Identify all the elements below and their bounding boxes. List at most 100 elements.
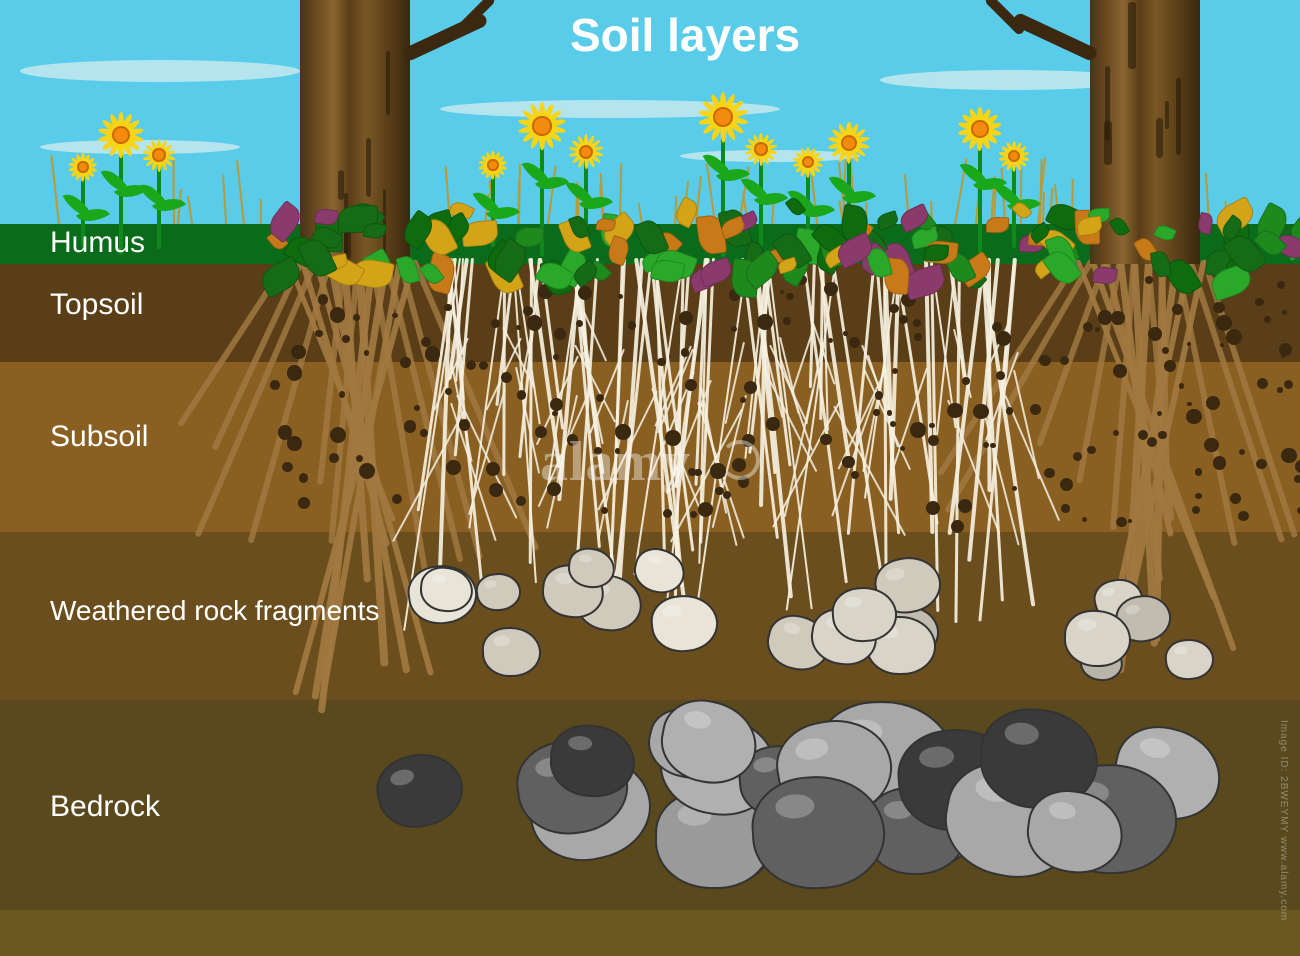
flower xyxy=(480,152,506,178)
flower-center xyxy=(713,107,733,127)
rock-highlight xyxy=(662,604,682,617)
soil-speckle xyxy=(298,497,310,509)
rock-highlight xyxy=(775,794,815,820)
soil-speckle xyxy=(282,462,292,472)
flower xyxy=(830,124,868,162)
soil-speckle xyxy=(1179,383,1184,388)
rock-highlight xyxy=(843,597,862,609)
soil-speckle xyxy=(527,315,542,330)
rock-highlight xyxy=(782,621,802,636)
soil-speckle xyxy=(990,443,995,448)
soil-speckle xyxy=(425,346,441,362)
soil-speckle xyxy=(766,417,780,431)
soil-speckle xyxy=(318,294,329,305)
rock-highlight xyxy=(683,708,713,730)
flower xyxy=(144,140,174,170)
soil-speckle xyxy=(270,380,280,390)
soil-speckle xyxy=(339,391,346,398)
soil-speckle xyxy=(723,491,731,499)
soil-speckle xyxy=(1095,327,1099,331)
soil-speckle xyxy=(329,453,339,463)
rock-highlight xyxy=(646,553,662,565)
flower-cluster-1 xyxy=(520,224,521,225)
flower xyxy=(746,134,776,164)
soil-speckle xyxy=(342,335,350,343)
label-weathered: Weathered rock fragments xyxy=(50,595,379,627)
soil-speckle xyxy=(517,390,526,399)
flower xyxy=(960,109,1000,149)
soil-speckle xyxy=(929,423,934,428)
soil-speckle xyxy=(489,483,503,497)
soil-speckle xyxy=(947,403,962,418)
rock-highlight xyxy=(1124,604,1141,616)
flower-cluster-4 xyxy=(960,224,961,225)
soil-speckle xyxy=(951,520,964,533)
soil-speckle xyxy=(744,381,757,394)
soil-speckle xyxy=(820,434,831,445)
layer-base xyxy=(0,910,1300,956)
soil-speckle xyxy=(1264,316,1271,323)
rock-highlight xyxy=(578,554,592,563)
rock-highlight xyxy=(494,636,511,647)
soil-speckle xyxy=(1145,276,1153,284)
soil-speckle xyxy=(578,286,592,300)
soil-speckle xyxy=(873,409,880,416)
soil-speckle xyxy=(757,314,773,330)
soil-speckle xyxy=(875,391,883,399)
soil-speckle xyxy=(679,311,693,325)
soil-speckle xyxy=(1186,409,1201,424)
soil-speckle xyxy=(1213,456,1226,469)
diagram-title: Soil layers xyxy=(570,8,800,62)
soil-speckle xyxy=(843,331,848,336)
soil-speckle xyxy=(523,306,533,316)
rock-highlight xyxy=(753,756,778,773)
bark-stripe xyxy=(1104,121,1112,165)
watermark-swirl-icon xyxy=(720,440,760,480)
soil-speckle xyxy=(890,421,896,427)
cloud-0 xyxy=(20,60,300,82)
flower xyxy=(520,104,564,148)
soil-speckle xyxy=(364,350,369,355)
soil-speckle xyxy=(996,371,1005,380)
bark-stripe xyxy=(366,138,370,197)
bark-stripe xyxy=(386,51,390,115)
soil-speckle xyxy=(330,427,346,443)
label-bedrock: Bedrock xyxy=(50,790,160,824)
soil-speckle xyxy=(1158,431,1166,439)
flower-center xyxy=(487,159,498,170)
soil-speckle xyxy=(1187,402,1191,406)
soil-speckle xyxy=(1172,304,1183,315)
tree-1 xyxy=(1090,0,1200,264)
soil-speckle xyxy=(421,337,431,347)
soil-speckle xyxy=(1164,360,1176,372)
soil-speckle xyxy=(1195,468,1203,476)
soil-speckle xyxy=(291,345,305,359)
soil-speckle xyxy=(1277,387,1282,392)
soil-speckle xyxy=(1147,437,1157,447)
soil-speckle xyxy=(1111,311,1124,324)
soil-speckle xyxy=(446,460,461,475)
rock-highlight xyxy=(484,580,497,589)
soil-speckle xyxy=(681,348,689,356)
rock-highlight xyxy=(432,573,447,583)
rock-highlight xyxy=(885,567,906,582)
soil-speckle xyxy=(1255,298,1263,306)
soil-speckle xyxy=(657,358,665,366)
bark-stripe xyxy=(1176,78,1181,155)
watermark-id: Image ID: 2BWEYMY www.alamy.com xyxy=(1278,720,1289,921)
flower xyxy=(70,154,96,180)
flower-center xyxy=(532,116,551,135)
soil-speckle xyxy=(1157,411,1162,416)
flower-cluster-0 xyxy=(100,224,101,225)
soil-speckle xyxy=(287,436,302,451)
soil-speckle xyxy=(824,282,838,296)
soil-speckle xyxy=(404,420,416,432)
soil-speckle xyxy=(910,422,926,438)
rock-highlight xyxy=(567,735,592,751)
soil-speckle xyxy=(486,462,500,476)
flower xyxy=(794,148,822,176)
soil-layers-diagram: HumusTopsoilSubsoilWeathered rock fragme… xyxy=(0,0,1300,956)
soil-speckle xyxy=(842,456,854,468)
soil-speckle xyxy=(1284,380,1293,389)
rock-highlight xyxy=(1101,587,1116,598)
